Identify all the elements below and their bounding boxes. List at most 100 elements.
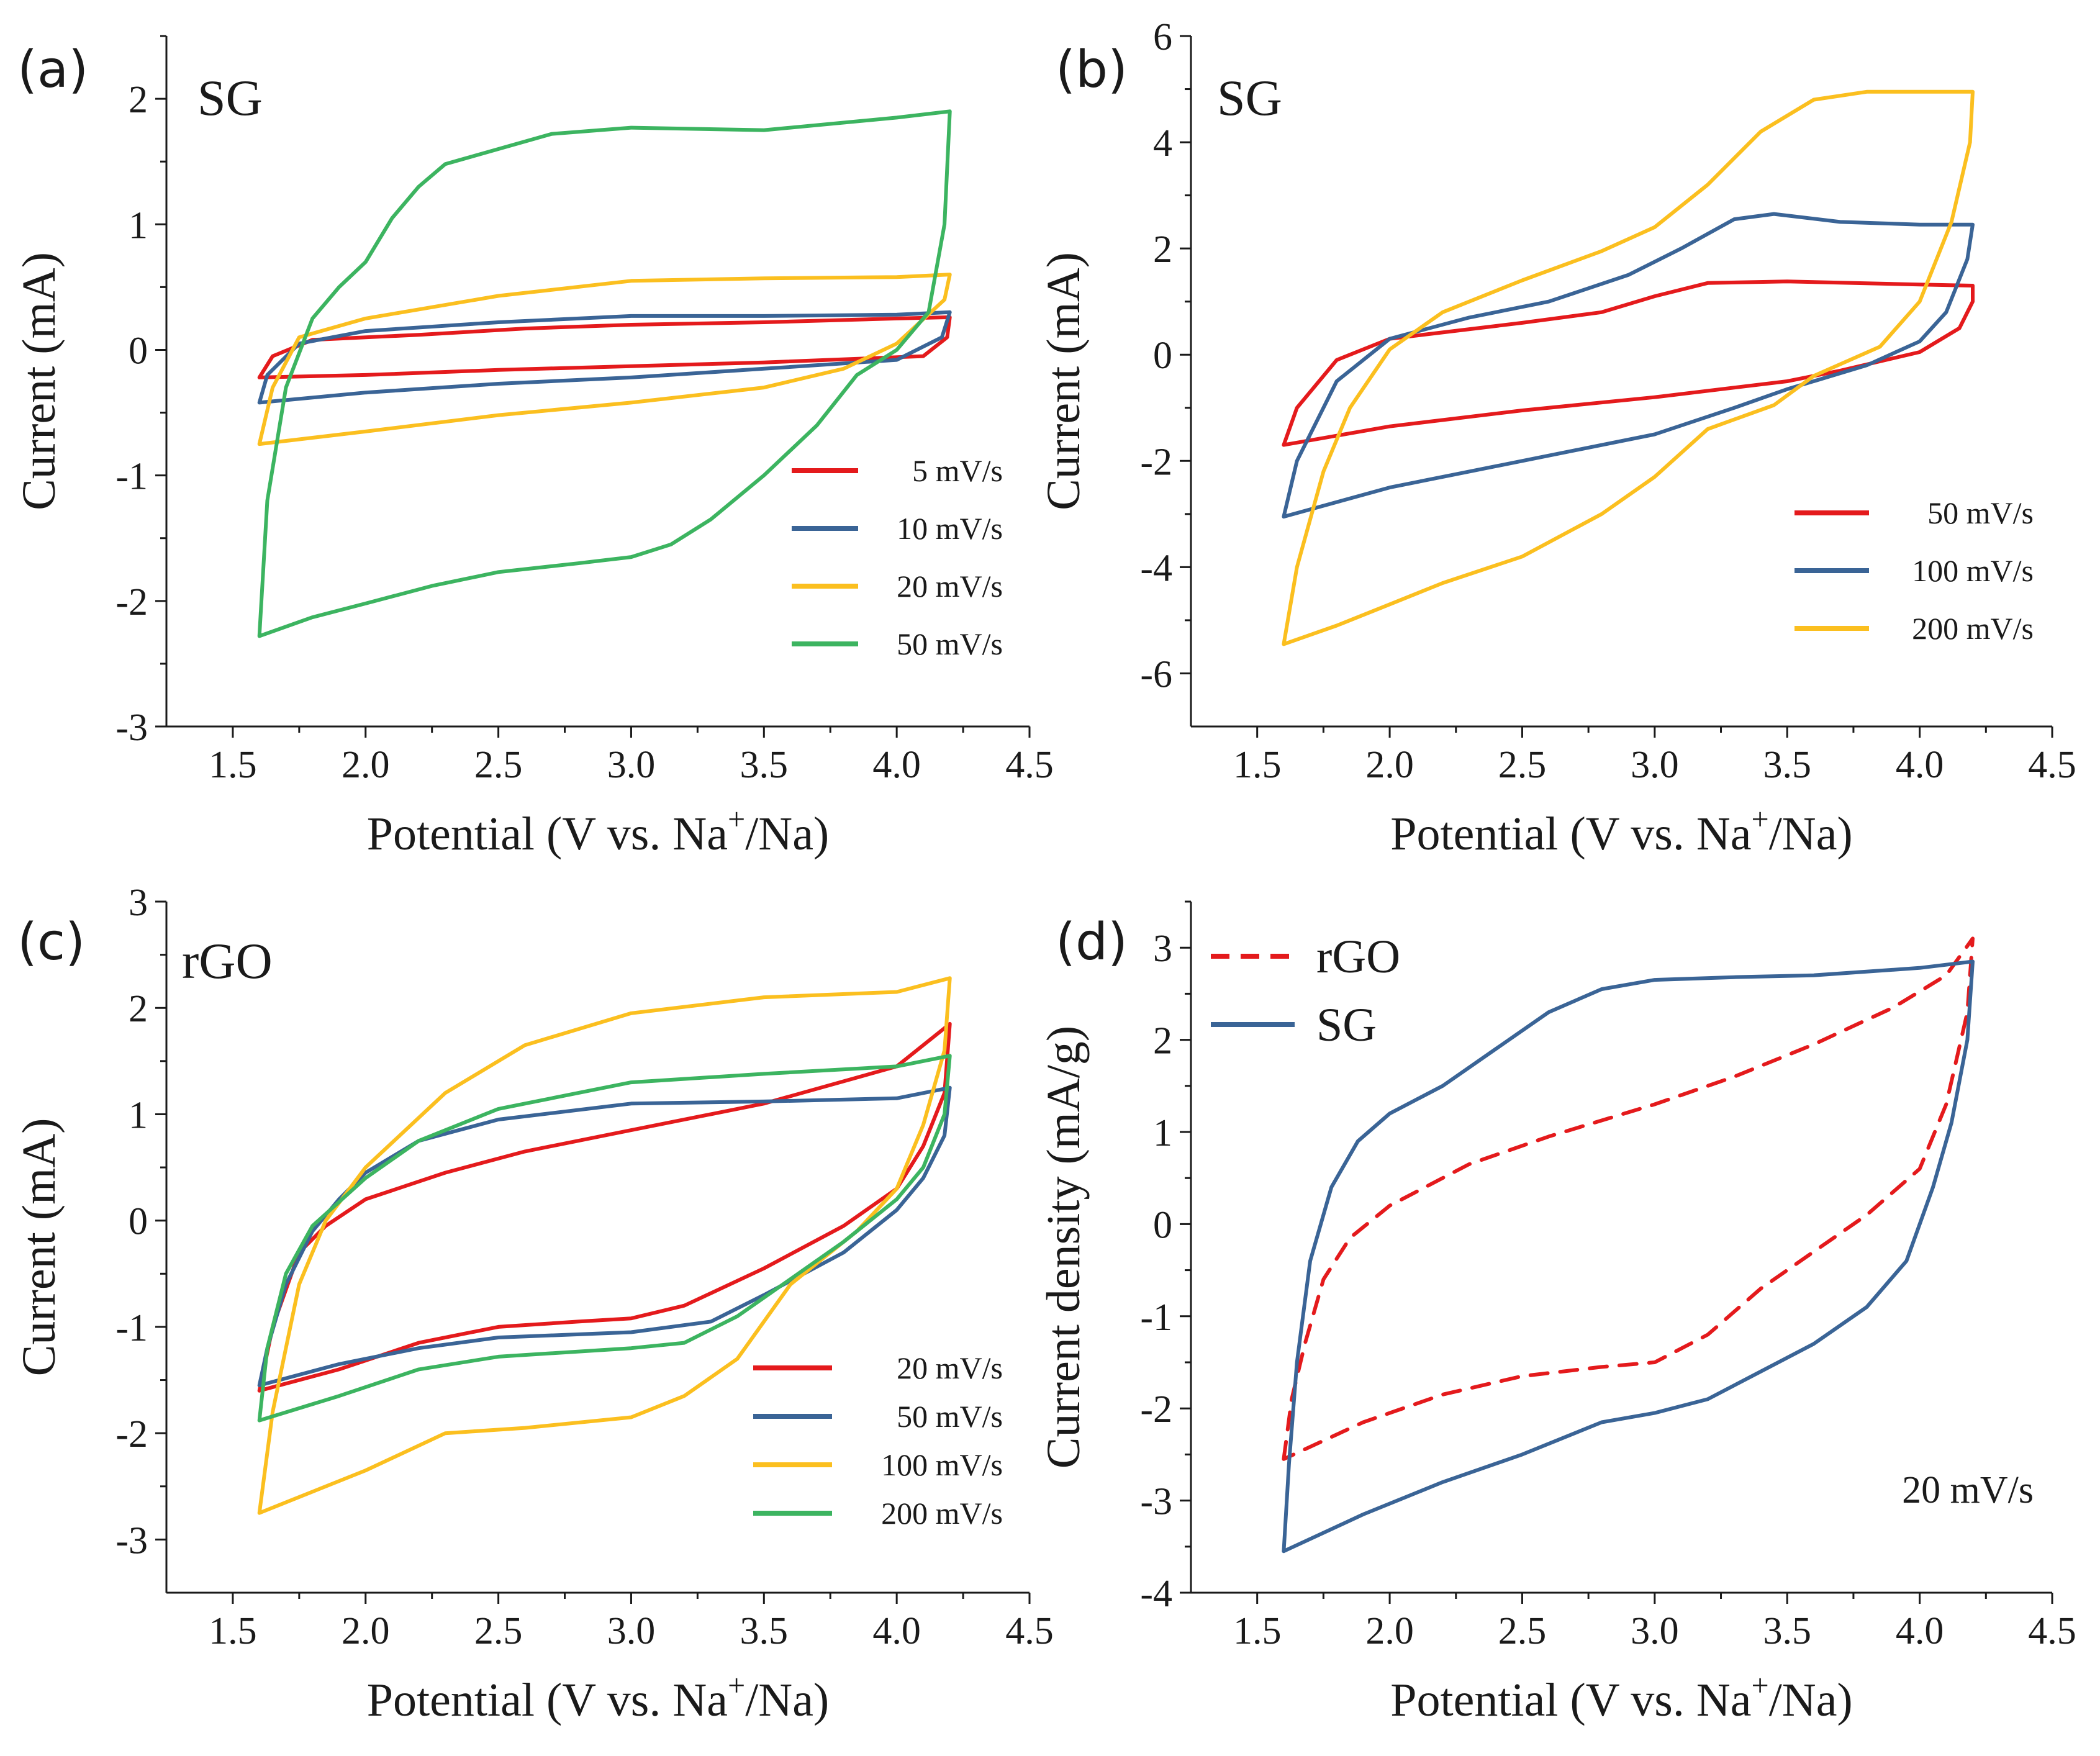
- legend-label: 20 mV/s: [897, 569, 1003, 604]
- y-tick-label: -2: [115, 1413, 148, 1455]
- y-tick-label: 4: [1153, 122, 1172, 165]
- x-tick-label: 1.5: [1233, 744, 1282, 786]
- x-axis-label-main: Potential (V vs. Na: [367, 808, 728, 860]
- x-axis-label-sup: +: [728, 1668, 745, 1703]
- x-tick-label: 4.0: [872, 744, 921, 786]
- x-tick-label: 1.5: [1233, 1610, 1282, 1652]
- x-axis-label-sup: +: [728, 802, 745, 836]
- y-tick-label: 3: [129, 882, 148, 924]
- y-tick-label: 1: [129, 204, 148, 247]
- x-tick-label: 3.0: [607, 1610, 656, 1652]
- y-tick-label: 1: [1153, 1112, 1172, 1154]
- y-tick-label: 2: [129, 79, 148, 121]
- legend-label: 200 mV/s: [1912, 611, 2034, 646]
- panel-d: 1.5 2.0 2.5 3.0 3.5 4.0 4.5 -4 -3 -2 -1 0 1 2 3 rGO SG (d…: [1038, 900, 2076, 1726]
- x-tick-label: 3.5: [740, 1610, 789, 1652]
- series-200-mv-s-line: [1282, 89, 1975, 646]
- x-axis-label-tail: /Na): [745, 808, 829, 860]
- x-tick-label: 2.0: [342, 744, 390, 786]
- series-sg-line: [1282, 959, 1975, 1554]
- panel-c: 1.5 2.0 2.5 3.0 3.5 4.0 4.5 -3 -2 -1 0 1 2 3 20 mV/s 50…: [13, 882, 1054, 1726]
- x-axis-label-main: Potential (V vs. Na: [1390, 1674, 1751, 1726]
- x-axis-label-tail: /Na): [1769, 1674, 1853, 1726]
- x-tick-label: 2.5: [1498, 1610, 1547, 1652]
- legend-label: 50 mV/s: [897, 627, 1003, 661]
- y-tick-label: 0: [1153, 1204, 1172, 1246]
- panel-label: (b): [1056, 40, 1128, 99]
- y-tick-label: 3: [1153, 928, 1172, 970]
- panel-label: (d): [1056, 913, 1128, 972]
- y-axis-label: Current (mA): [13, 1118, 65, 1377]
- y-tick-label: -1: [1140, 1297, 1172, 1339]
- x-tick-label: 3.5: [1763, 744, 1811, 786]
- panel-label: (c): [17, 913, 85, 972]
- x-tick-label: 3.5: [1763, 1610, 1811, 1652]
- series-100-mv-s-line: [1282, 212, 1975, 519]
- series-100-mv-s-line: [257, 976, 952, 1515]
- x-axis-label: Potential (V vs. Na+/Na): [367, 1668, 829, 1726]
- legend-label: 50 mV/s: [1927, 496, 2034, 530]
- x-tick-label: 1.5: [209, 1610, 257, 1652]
- x-axis-label-main: Potential (V vs. Na: [1390, 808, 1751, 860]
- x-axis-label-tail: /Na): [745, 1674, 829, 1726]
- y-tick-label: -1: [115, 1307, 148, 1349]
- series-50-mv-s-line: [257, 1085, 952, 1388]
- x-tick-label: 4.5: [2028, 1610, 2076, 1652]
- y-axis-label: Current (mA): [1038, 252, 1090, 510]
- x-tick-label: 2.5: [474, 1610, 523, 1652]
- series-rgo-line: [1282, 936, 1975, 1461]
- x-tick-label: 3.0: [1631, 744, 1679, 786]
- x-tick-label: 4.5: [1005, 744, 1054, 786]
- x-axis-label-sup: +: [1751, 1668, 1768, 1703]
- x-tick-label: 4.5: [1005, 1610, 1054, 1652]
- y-tick-label: -2: [1140, 1388, 1172, 1431]
- x-tick-label: 3.0: [607, 744, 656, 786]
- x-axis-label: Potential (V vs. Na+/Na): [1390, 802, 1852, 860]
- x-axis-label-sup: +: [1751, 802, 1768, 836]
- y-tick-label: -4: [1140, 547, 1172, 589]
- y-tick-label: 2: [129, 988, 148, 1030]
- legend-label: 10 mV/s: [897, 511, 1003, 546]
- x-axis-label-tail: /Na): [1769, 808, 1853, 860]
- y-tick-label: -3: [115, 707, 148, 749]
- x-axis-label: Potential (V vs. Na+/Na): [367, 802, 829, 860]
- x-tick-label: 2.5: [1498, 744, 1547, 786]
- x-tick-label: 4.0: [1896, 744, 1944, 786]
- x-tick-label: 2.0: [342, 1610, 390, 1652]
- x-tick-label: 4.0: [872, 1610, 921, 1652]
- panel-b: 1.5 2.0 2.5 3.0 3.5 4.0 4.5 -6 -4 -2 0 2 4 6 50 mV/s 10…: [1038, 16, 2076, 860]
- y-tick-label: -3: [1140, 1481, 1172, 1523]
- legend-label: rGO: [1316, 931, 1400, 983]
- y-tick-label: -2: [115, 581, 148, 623]
- x-tick-label: 2.5: [474, 744, 523, 786]
- series-50-mv-s-line: [257, 109, 952, 638]
- legend-label: 200 mV/s: [881, 1496, 1003, 1531]
- y-tick-label: 1: [129, 1094, 148, 1136]
- y-tick-label: 0: [1153, 335, 1172, 377]
- material-label: rGO: [182, 933, 273, 989]
- y-tick-label: -1: [115, 456, 148, 498]
- y-axis-label: Current (mA): [13, 252, 65, 510]
- y-tick-label: 2: [1153, 229, 1172, 271]
- material-label: SG: [1217, 70, 1282, 126]
- series-20-mv-s-line: [257, 1021, 952, 1393]
- series-200-mv-s-line: [257, 1054, 952, 1423]
- legend-label: 50 mV/s: [897, 1399, 1003, 1434]
- y-axis-label: Current density (mA/g): [1038, 1026, 1090, 1469]
- x-tick-label: 2.0: [1365, 744, 1414, 786]
- legend-label: 5 mV/s: [912, 453, 1003, 488]
- scan-rate-annotation: 20 mV/s: [1902, 1469, 2034, 1511]
- x-tick-label: 3.0: [1631, 1610, 1679, 1652]
- x-tick-label: 4.5: [2028, 744, 2076, 786]
- legend-label: 20 mV/s: [897, 1351, 1003, 1385]
- series-10-mv-s-line: [257, 310, 952, 405]
- panel-a: 1.5 2.0 2.5 3.0 3.5 4.0 4.5 -3 -2 -1 0 1 2 5 mV/s 10 m…: [13, 35, 1054, 860]
- x-axis-label: Potential (V vs. Na+/Na): [1390, 1668, 1852, 1726]
- panel-label: (a): [17, 40, 88, 99]
- series-20-mv-s-line: [257, 273, 952, 446]
- y-tick-label: -2: [1140, 441, 1172, 483]
- x-tick-label: 2.0: [1365, 1610, 1414, 1652]
- x-tick-label: 3.5: [740, 744, 789, 786]
- y-tick-label: 2: [1153, 1020, 1172, 1062]
